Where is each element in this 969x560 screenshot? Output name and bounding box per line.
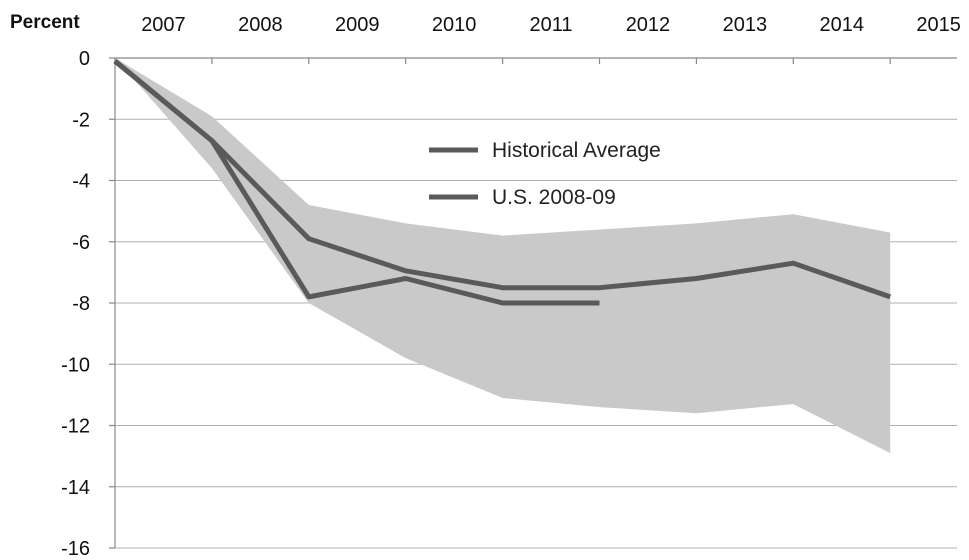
range-band <box>115 58 891 454</box>
x-tick-label: 2011 <box>530 14 573 36</box>
y-tick-label: -6 <box>72 232 90 254</box>
y-tick-labels: 0 -2 -4 -6 -8 -10 -12 -14 -16 <box>61 48 90 560</box>
y-tick-label: -2 <box>72 109 90 131</box>
x-tick-label: 2014 <box>820 14 865 36</box>
series-line-historical-average <box>113 59 892 300</box>
y-tick-label: -8 <box>72 293 90 315</box>
y-tick-label: -4 <box>72 171 90 193</box>
x-tick-label: 2009 <box>335 14 380 36</box>
legend-label: U.S. 2008-09 <box>492 186 616 209</box>
y-axis-label: Percent <box>10 12 80 33</box>
x-tick-labels: 2007 2008 2009 2010 2011 2012 2013 2014 2015 <box>141 14 961 36</box>
range-band-area <box>115 58 891 454</box>
axes <box>109 57 957 549</box>
y-tick-label: -12 <box>61 416 90 438</box>
legend: Historical Average U.S. 2008-09 <box>429 139 661 209</box>
x-tick-label: 2013 <box>723 14 768 36</box>
y-tick-label: 0 <box>79 48 90 70</box>
y-tick-label: -16 <box>61 538 90 560</box>
x-tick-label: 2015 <box>916 14 961 36</box>
y-tick-label: -10 <box>61 354 90 376</box>
legend-label: Historical Average <box>492 139 661 162</box>
x-tick-label: 2007 <box>141 14 186 36</box>
series-lines <box>113 59 892 306</box>
x-tick-label: 2012 <box>626 14 671 36</box>
series-line-us-2008-09 <box>113 59 600 306</box>
x-tick-label: 2008 <box>238 14 283 36</box>
x-tick-label: 2010 <box>432 14 477 36</box>
y-tick-label: -14 <box>61 477 90 499</box>
